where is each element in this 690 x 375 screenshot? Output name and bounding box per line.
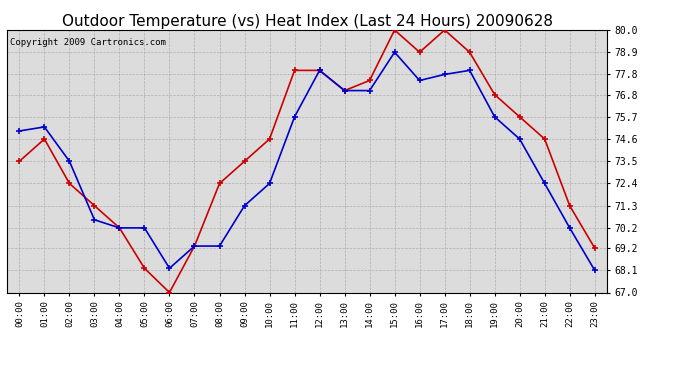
Text: Copyright 2009 Cartronics.com: Copyright 2009 Cartronics.com — [10, 38, 166, 47]
Title: Outdoor Temperature (vs) Heat Index (Last 24 Hours) 20090628: Outdoor Temperature (vs) Heat Index (Las… — [61, 14, 553, 29]
